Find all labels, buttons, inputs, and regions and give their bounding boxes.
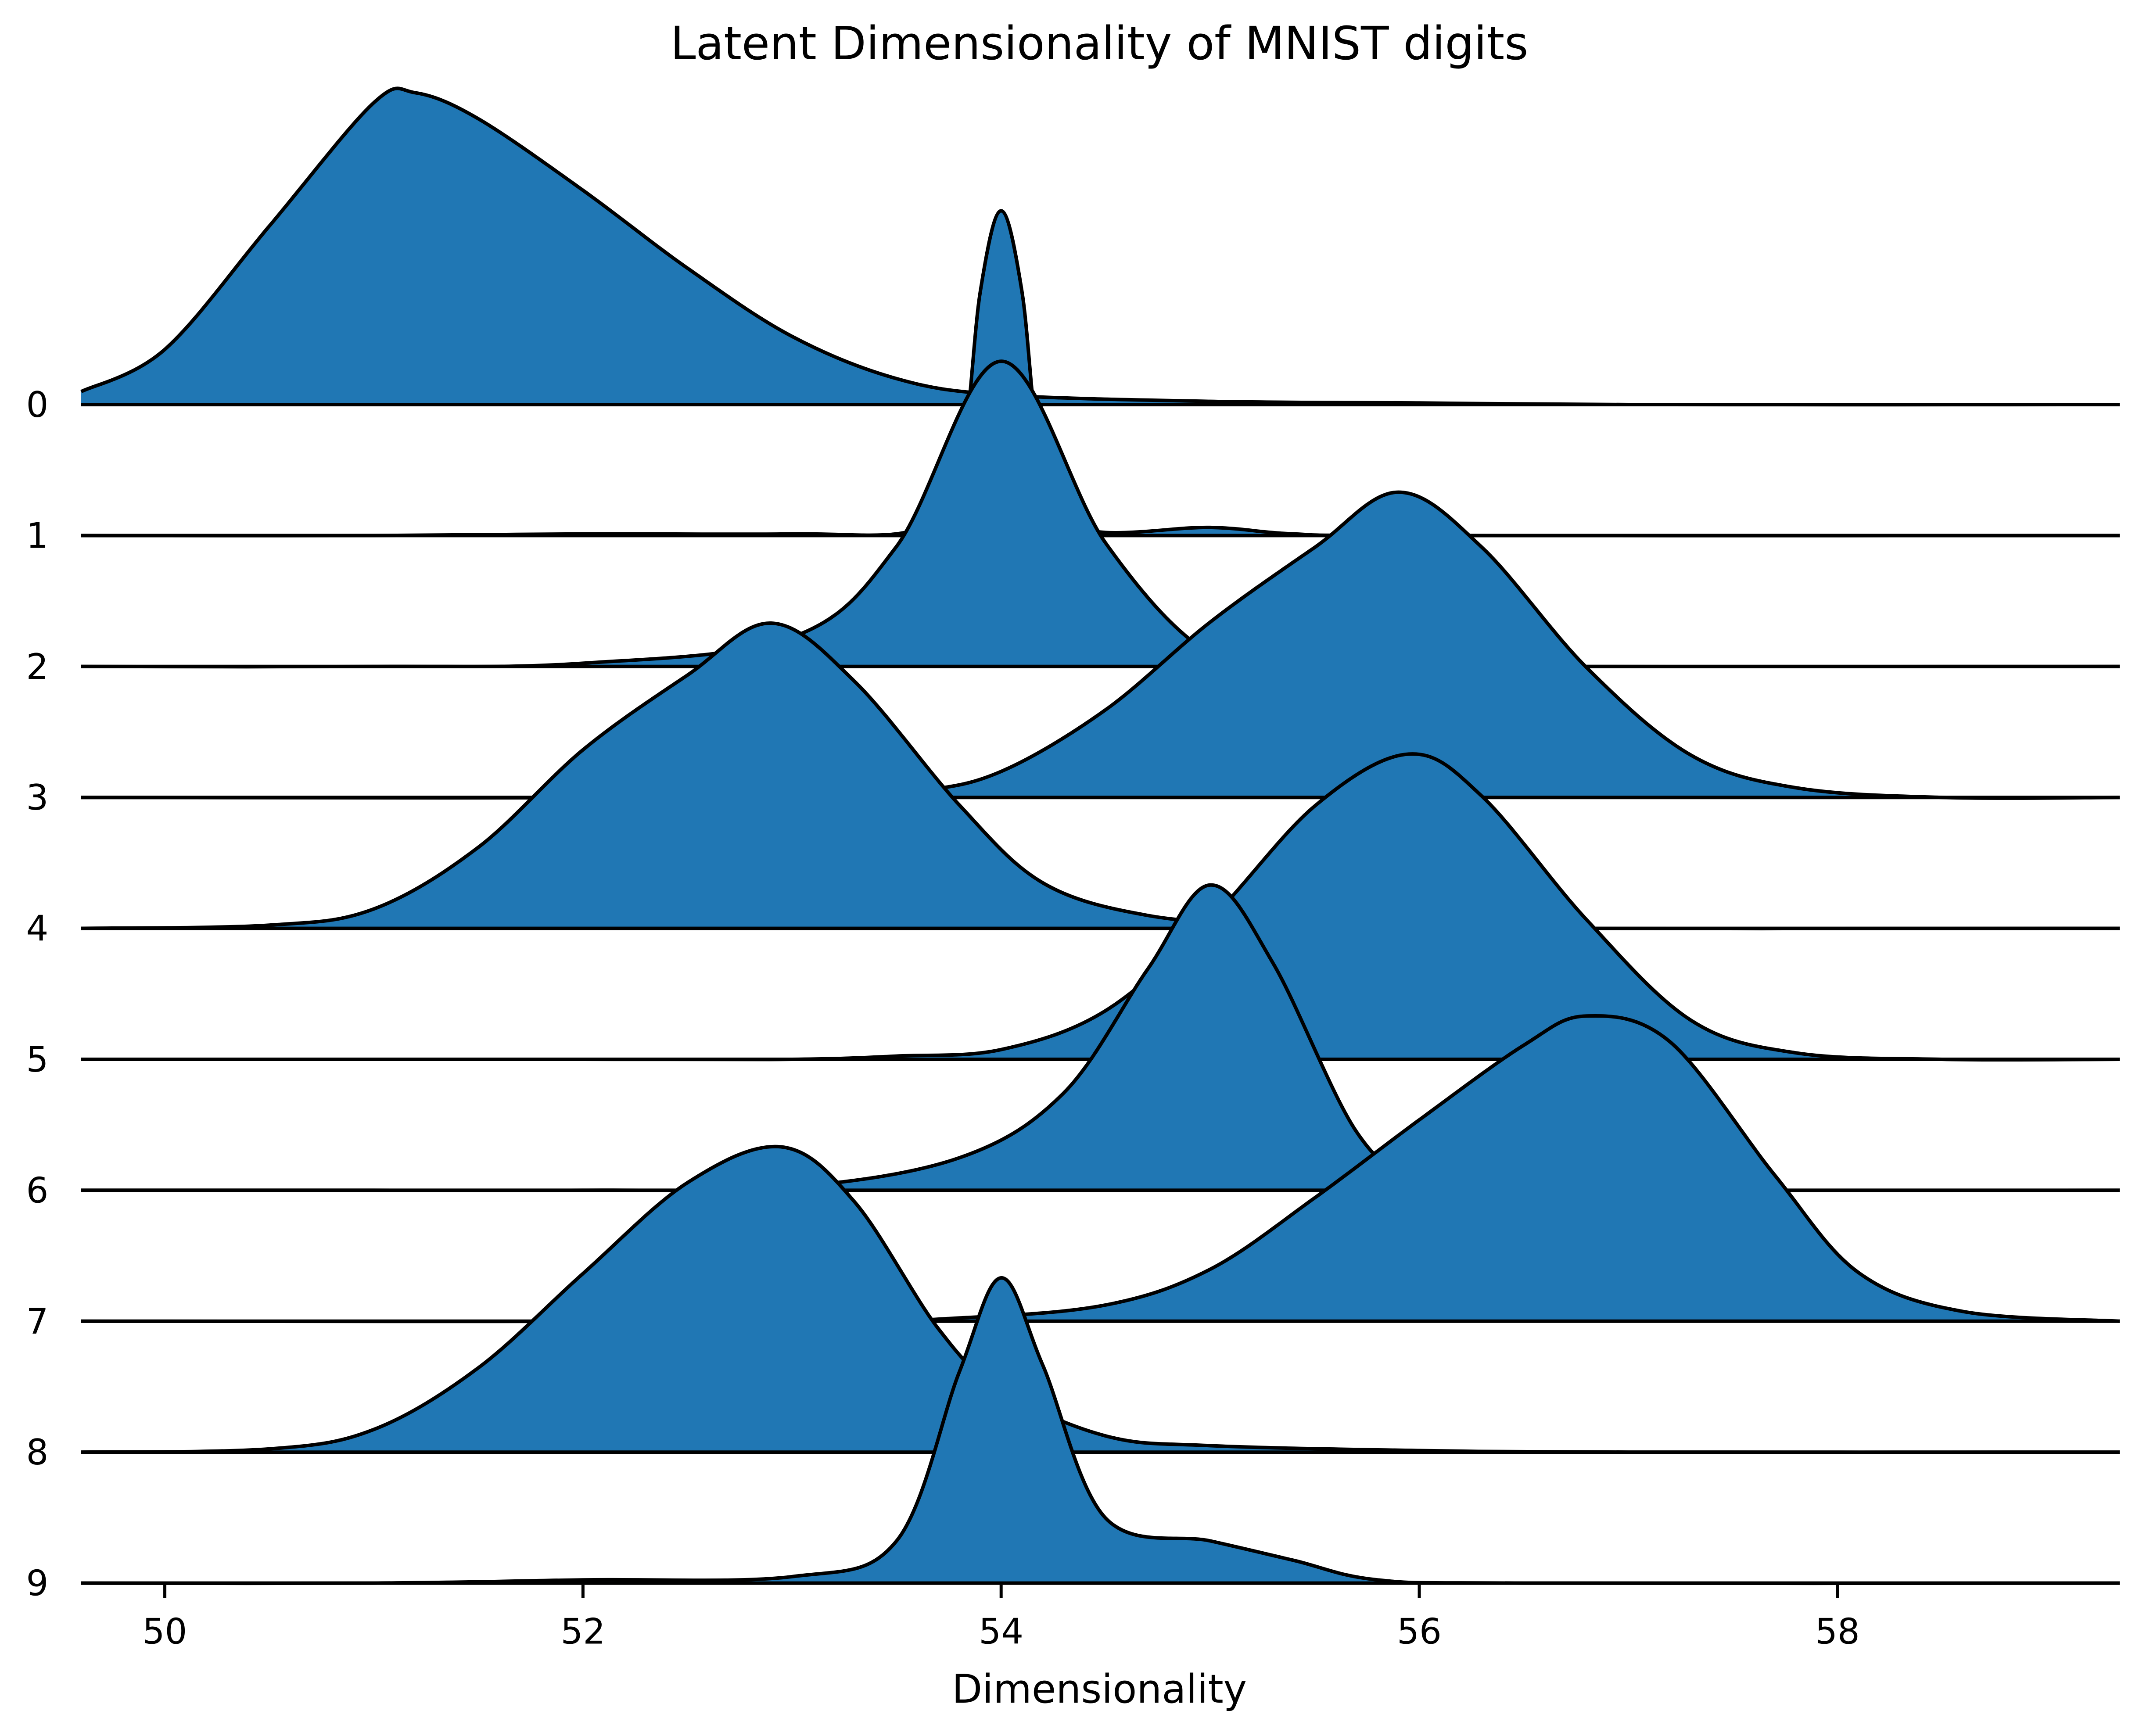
x-tick-label-54: 54 [979,1611,1023,1652]
x-tick-label-50: 50 [143,1611,187,1652]
ridge-fill-6 [81,885,2120,1191]
ridge-0 [80,86,2120,407]
ridges-group [80,86,2120,1585]
x-axis-label: Dimensionality [952,1666,1247,1712]
x-tick-label-58: 58 [1815,1611,1860,1652]
y-tick-label-3: 3 [26,777,49,818]
y-tick-label-2: 2 [26,646,49,687]
y-tick-label-6: 6 [26,1170,49,1211]
ridge-fill-8 [81,1146,2120,1453]
ridge-fill-2 [81,361,2120,667]
y-tick-label-0: 0 [26,384,49,425]
y-tick-label-9: 9 [26,1563,49,1604]
y-tick-label-7: 7 [26,1301,49,1342]
ridge-2 [81,359,2120,669]
ridge-fill-7 [81,1015,2120,1322]
x-axis-ticks: 50 52 54 56 58 [143,1585,1860,1652]
y-tick-label-5: 5 [26,1039,49,1080]
ridge-fill-4 [81,623,2120,929]
ridge-9 [81,1276,2120,1585]
ridge-8 [81,1144,2120,1454]
x-tick-label-52: 52 [560,1611,605,1652]
y-tick-labels: 0 1 2 3 4 5 6 7 8 9 [26,384,49,1604]
ridge-fill-9 [81,1277,2120,1584]
ridge-fill-3 [81,492,2120,798]
y-tick-label-4: 4 [26,908,49,949]
ridge-fill-0 [81,88,2120,405]
chart-title: Latent Dimensionality of MNIST digits [671,17,1529,70]
x-tick-label-56: 56 [1397,1611,1442,1652]
y-tick-label-8: 8 [26,1432,49,1473]
y-tick-label-1: 1 [26,515,49,556]
ridge-fill-5 [81,754,2120,1060]
